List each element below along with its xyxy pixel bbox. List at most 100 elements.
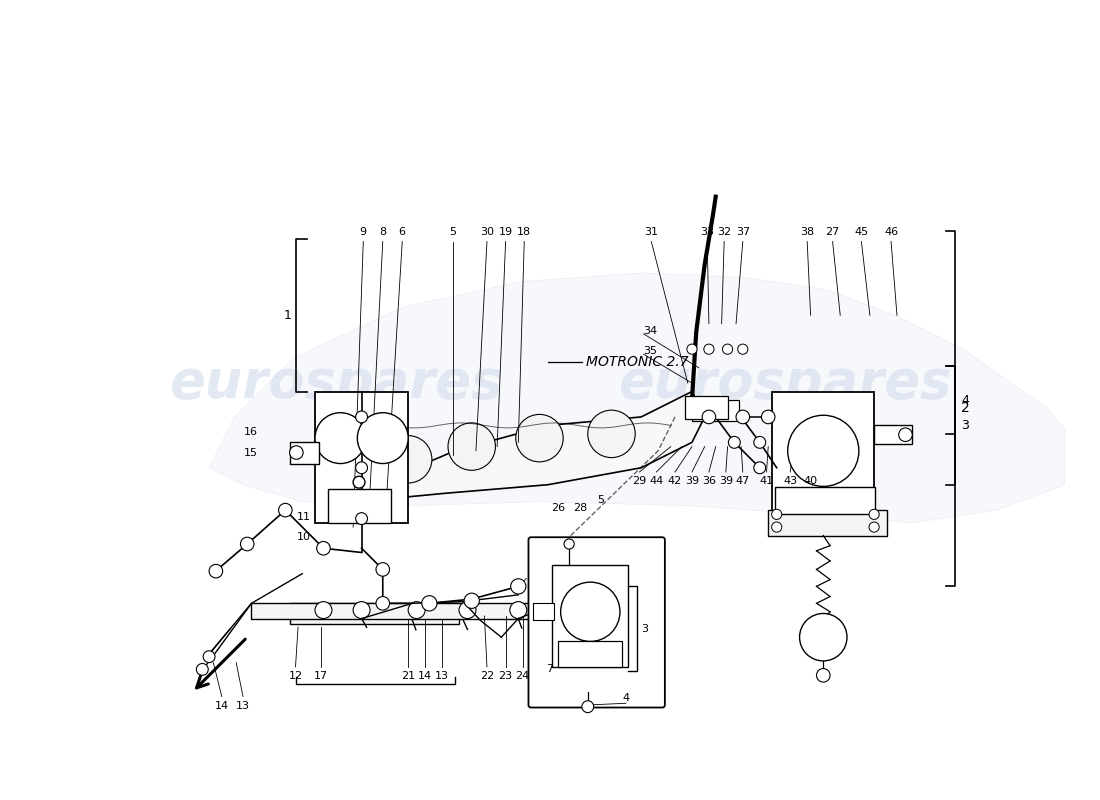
Circle shape [736, 410, 749, 424]
Text: 39: 39 [685, 476, 698, 486]
Text: 10: 10 [297, 532, 311, 542]
Bar [252, 603, 624, 618]
Text: 28: 28 [573, 503, 587, 514]
Text: 18: 18 [517, 227, 531, 238]
Text: 10: 10 [621, 671, 636, 681]
Text: 11: 11 [598, 671, 613, 681]
Circle shape [448, 423, 495, 470]
Circle shape [197, 663, 208, 675]
Text: 44: 44 [649, 476, 663, 486]
Text: 45: 45 [855, 227, 869, 238]
Text: 5: 5 [450, 227, 456, 238]
Text: 41: 41 [759, 476, 773, 486]
Circle shape [771, 522, 782, 532]
Circle shape [315, 413, 366, 463]
Text: 9: 9 [360, 227, 366, 238]
FancyBboxPatch shape [528, 538, 664, 707]
Text: 40: 40 [803, 476, 817, 486]
Bar [289, 442, 319, 463]
Text: 3: 3 [961, 419, 969, 432]
Circle shape [278, 503, 293, 517]
Circle shape [899, 428, 912, 442]
Text: 39: 39 [718, 476, 733, 486]
Circle shape [355, 513, 367, 525]
Text: 11: 11 [297, 512, 311, 522]
Circle shape [582, 701, 594, 713]
Text: 4: 4 [623, 694, 629, 703]
Bar [874, 426, 912, 444]
Text: 33: 33 [701, 227, 714, 238]
Bar [776, 487, 875, 514]
Text: 29: 29 [632, 476, 647, 486]
Circle shape [385, 435, 432, 483]
Circle shape [754, 462, 766, 474]
Text: 30: 30 [480, 227, 494, 238]
Bar [328, 489, 392, 523]
Circle shape [510, 578, 526, 594]
Text: 32: 32 [717, 227, 732, 238]
Circle shape [317, 542, 330, 555]
Circle shape [358, 413, 408, 463]
Text: 37: 37 [736, 227, 750, 238]
Text: 24: 24 [516, 671, 530, 681]
Circle shape [557, 602, 573, 618]
Text: 47: 47 [736, 476, 750, 486]
Text: 38: 38 [800, 227, 814, 238]
Text: 15: 15 [244, 447, 258, 458]
Circle shape [788, 415, 859, 486]
Circle shape [209, 564, 222, 578]
Circle shape [800, 614, 847, 661]
Text: 22: 22 [480, 671, 494, 681]
Bar [768, 510, 887, 535]
Text: 25: 25 [532, 671, 547, 681]
Circle shape [376, 597, 389, 610]
Circle shape [376, 562, 389, 576]
Circle shape [869, 522, 879, 532]
Circle shape [355, 462, 367, 474]
Text: 19: 19 [498, 227, 513, 238]
Polygon shape [358, 391, 705, 502]
Text: 42: 42 [668, 476, 682, 486]
Circle shape [728, 437, 740, 448]
Circle shape [869, 510, 879, 519]
Circle shape [704, 344, 714, 354]
Text: 14: 14 [214, 701, 229, 710]
Circle shape [816, 669, 831, 682]
Bar [532, 603, 554, 620]
Circle shape [754, 437, 766, 448]
Circle shape [464, 593, 480, 609]
Text: 36: 36 [702, 476, 716, 486]
Text: 12: 12 [288, 671, 302, 681]
Circle shape [421, 596, 437, 611]
Text: 46: 46 [884, 227, 898, 238]
Text: eurospares: eurospares [169, 357, 503, 409]
Text: 16: 16 [244, 427, 258, 437]
Text: 5: 5 [597, 495, 604, 505]
Text: 26: 26 [551, 503, 565, 514]
Circle shape [561, 582, 620, 642]
Text: 17: 17 [314, 671, 328, 681]
Text: 8: 8 [379, 227, 386, 238]
Text: 14: 14 [418, 671, 432, 681]
Circle shape [738, 344, 748, 354]
Circle shape [686, 344, 697, 354]
Text: MOTRONIC 2.7: MOTRONIC 2.7 [586, 355, 689, 369]
Text: 13: 13 [436, 671, 449, 681]
Bar [772, 391, 874, 514]
Text: 13: 13 [236, 701, 250, 710]
Circle shape [315, 602, 332, 618]
Text: 3: 3 [641, 624, 648, 634]
Circle shape [587, 410, 635, 458]
Polygon shape [209, 273, 1065, 523]
Circle shape [564, 539, 574, 549]
Circle shape [509, 602, 527, 618]
Text: 4: 4 [961, 394, 969, 406]
Text: eurospares: eurospares [618, 357, 952, 409]
Text: 2: 2 [961, 402, 970, 415]
Circle shape [459, 602, 476, 618]
Circle shape [355, 411, 367, 423]
Bar [558, 642, 622, 667]
Circle shape [204, 650, 214, 662]
Text: 34: 34 [644, 326, 658, 335]
Text: 1: 1 [284, 309, 292, 322]
